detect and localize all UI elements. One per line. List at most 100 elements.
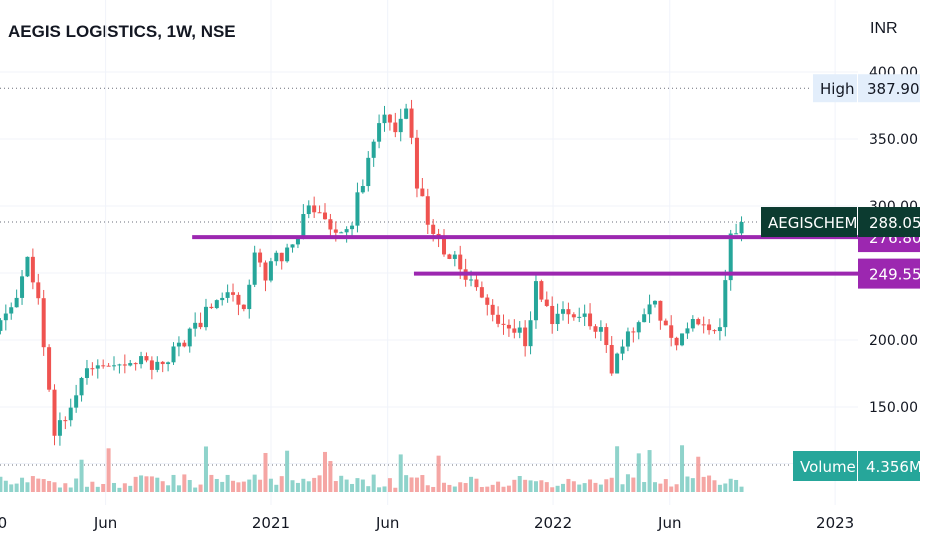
candle-body [642,314,647,323]
volume-bar [680,445,685,492]
candle-body [544,299,549,306]
volume-bar [604,479,609,492]
volume-bar [506,485,511,492]
candle-body [128,363,133,366]
candle [149,356,154,380]
candle [680,333,685,347]
volume-bar [182,474,187,492]
volume-bar [479,486,484,492]
x-tick-label: 2020 [0,514,7,532]
candle [485,294,490,316]
volume-bar [642,482,647,492]
volume-bar [436,455,441,492]
candle [674,336,679,351]
volume-bar [447,484,452,492]
candle-body [528,320,533,347]
candle [393,112,398,138]
candle-body [355,192,360,226]
candle-body [490,304,495,315]
candle [122,354,127,374]
candle [14,289,19,308]
candle-body [295,237,300,245]
volume-bar [25,482,30,492]
candle [214,299,219,310]
volume-bar [647,450,652,492]
volume-bar [0,476,3,492]
candle [615,352,620,374]
candle-body [350,225,355,230]
candle [225,284,230,303]
candle [696,317,701,326]
candle [533,274,538,329]
candle [344,226,349,243]
candle [290,244,295,253]
candle [322,203,327,220]
volume-bar [252,474,257,492]
candle-body [106,365,111,367]
candle [631,327,636,343]
candle-body [485,297,490,305]
candle-body [274,252,279,262]
candle-body [631,331,636,333]
candle-body [57,420,62,436]
volume-bar [501,486,506,492]
candle-body [360,186,365,193]
volume-bar [74,478,79,492]
candle-body [588,313,593,327]
volume-bar [685,476,690,492]
candle [30,248,35,290]
candle [57,412,62,446]
candle-body [95,365,100,369]
candle-body [112,365,117,367]
candle-body [652,300,657,305]
volume-bar [620,484,625,492]
candle [420,178,425,197]
candle [398,108,403,142]
candle [712,329,717,334]
candle [312,196,317,218]
candle [301,204,306,240]
candle [274,250,279,266]
volume-bar [128,485,133,492]
volume-bar [187,480,192,492]
candle [523,320,528,357]
candle-body [409,108,414,138]
volume-bar [696,456,701,492]
candle [728,229,733,291]
candle [139,351,144,369]
candle [25,256,30,278]
candle [220,292,225,306]
high-value: 387.90 [867,80,920,98]
candle [187,327,192,353]
candle-body [30,256,35,283]
volume-bar [561,483,566,492]
candle-body [479,287,484,298]
candle [117,363,122,374]
candle [52,384,57,446]
volume-bar [350,483,355,492]
volume-bar [571,481,576,492]
candle [176,336,181,357]
candle [382,105,387,132]
volume-bar [420,475,425,492]
candle-body [166,362,171,365]
candle [550,296,555,334]
candle-body [225,292,230,298]
candle [133,362,138,371]
x-tick-label: 2021 [252,514,290,532]
candle-body [160,361,165,365]
candle-body [496,314,501,324]
candle [47,344,52,392]
candle-body [263,262,268,281]
volume-bar [3,480,8,492]
candle [268,257,273,283]
volume-bar [295,482,300,492]
candle-body [550,305,555,325]
candle-body [285,247,290,262]
volume-bar [247,479,252,492]
candle [517,321,522,339]
candle-body [25,256,30,277]
candle-body [723,280,728,328]
volume-bar [176,485,181,492]
